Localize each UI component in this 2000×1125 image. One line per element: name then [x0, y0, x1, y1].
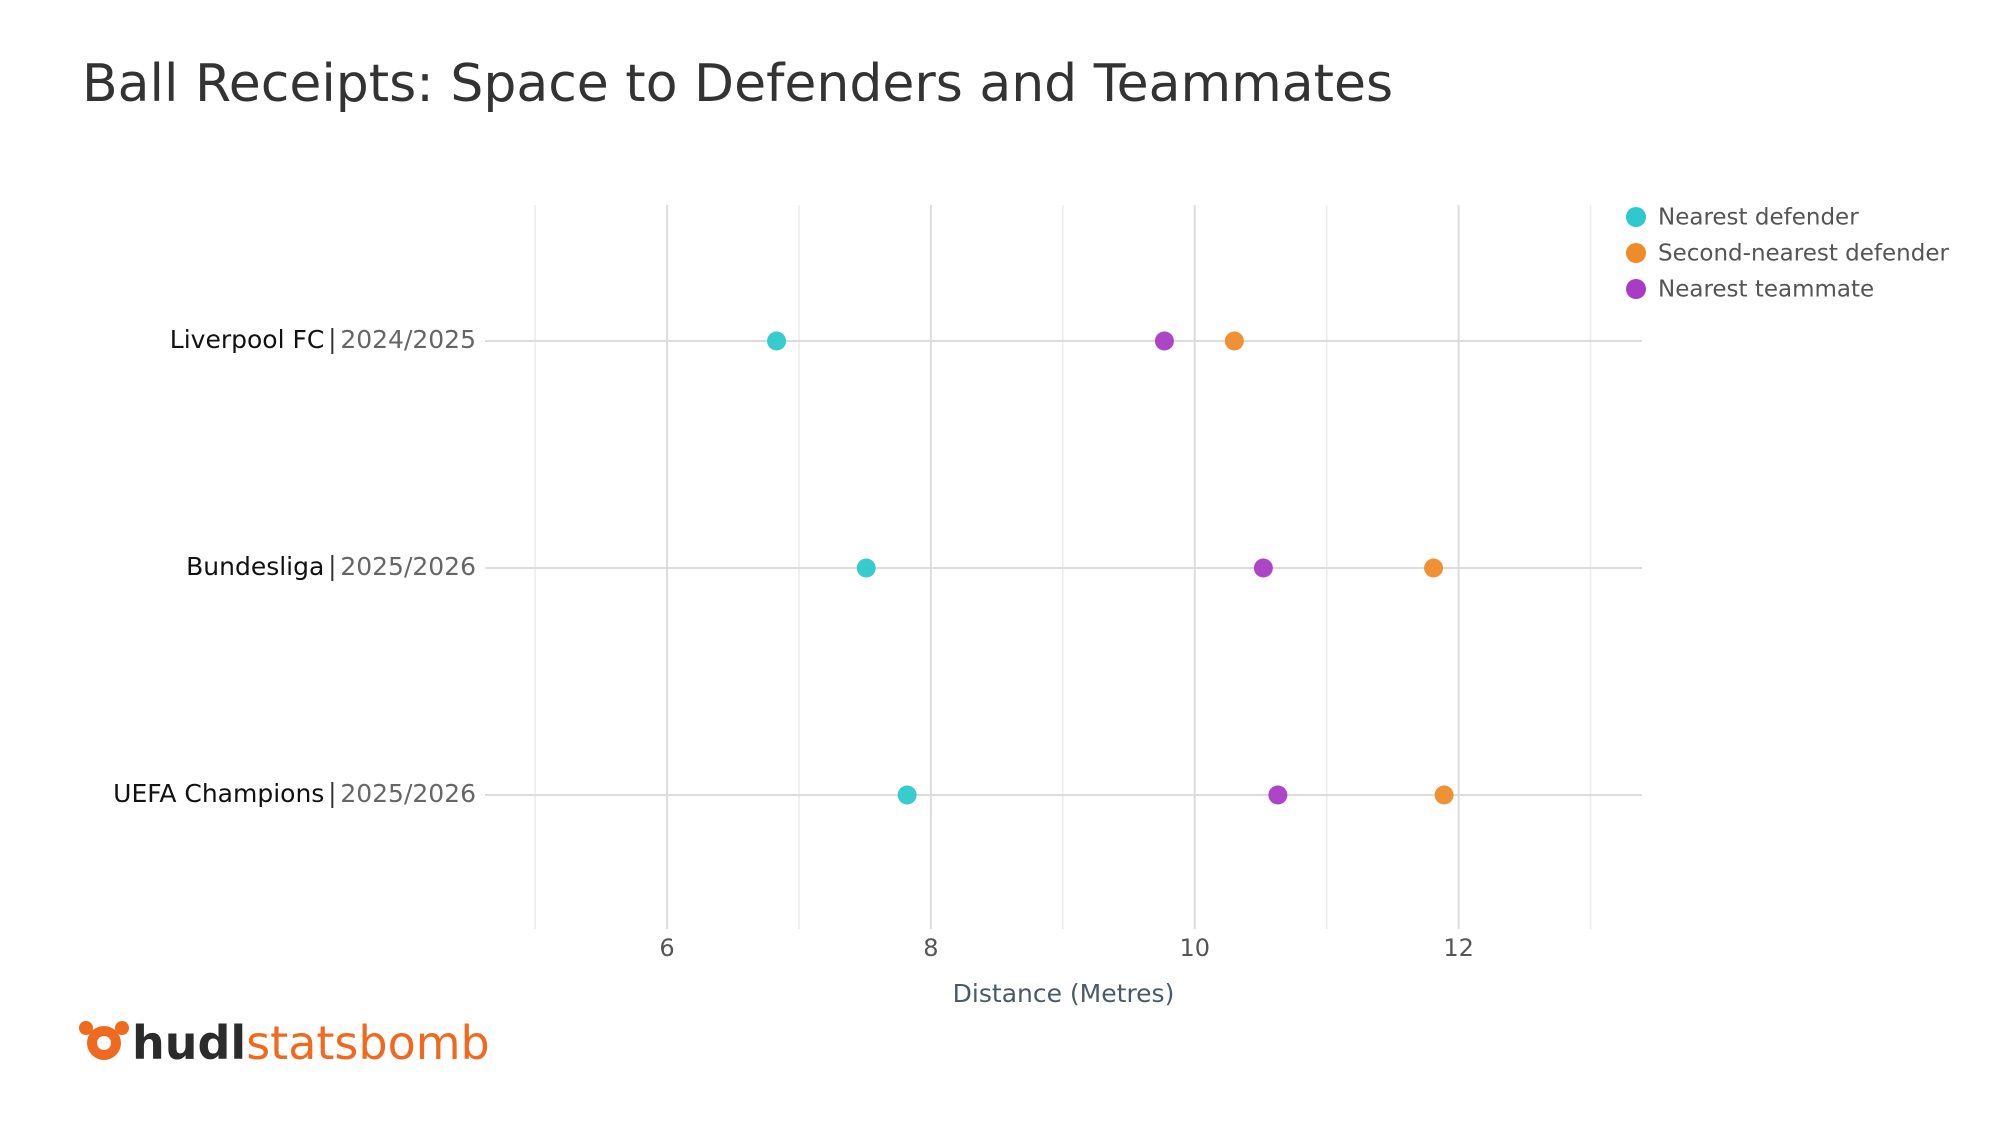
legend-marker [1626, 279, 1646, 299]
x-tick-label: 8 [923, 934, 938, 962]
dot [897, 785, 917, 805]
dot [1424, 558, 1444, 578]
logo-icon-hole [97, 1036, 111, 1050]
dot [1224, 331, 1244, 351]
category-season: 2025/2026 [340, 552, 476, 581]
legend-label: Nearest teammate [1658, 277, 1874, 303]
dot [1253, 558, 1273, 578]
category-name: Liverpool FC [170, 325, 325, 354]
legend-marker [1626, 207, 1646, 227]
legend-label: Nearest defender [1658, 205, 1859, 231]
dot [1154, 331, 1174, 351]
dot [1434, 785, 1454, 805]
x-tick-label: 10 [1179, 934, 1210, 962]
dot [856, 558, 876, 578]
logo-product: statsbomb [246, 1016, 490, 1070]
dot [1268, 785, 1288, 805]
logo-brand: hudl [132, 1016, 246, 1070]
legend-label: Second-nearest defender [1658, 241, 1950, 267]
category-season: 2024/2025 [340, 325, 476, 354]
logo: hudlstatsbomb [79, 1016, 490, 1070]
category-name: Bundesliga [186, 552, 324, 581]
legend-marker [1626, 243, 1646, 263]
logo-icon-node [115, 1021, 129, 1035]
x-axis-label: Distance (Metres) [953, 979, 1175, 1008]
category-season: 2025/2026 [340, 779, 476, 808]
category-name: UEFA Champions [113, 779, 324, 808]
logo-text: hudlstatsbomb [132, 1016, 490, 1070]
x-tick-label: 6 [659, 934, 674, 962]
logo-icon-node [79, 1021, 93, 1035]
dot [767, 331, 787, 351]
chart-title: Ball Receipts: Space to Defenders and Te… [82, 54, 1393, 114]
x-tick-label: 12 [1443, 934, 1474, 962]
